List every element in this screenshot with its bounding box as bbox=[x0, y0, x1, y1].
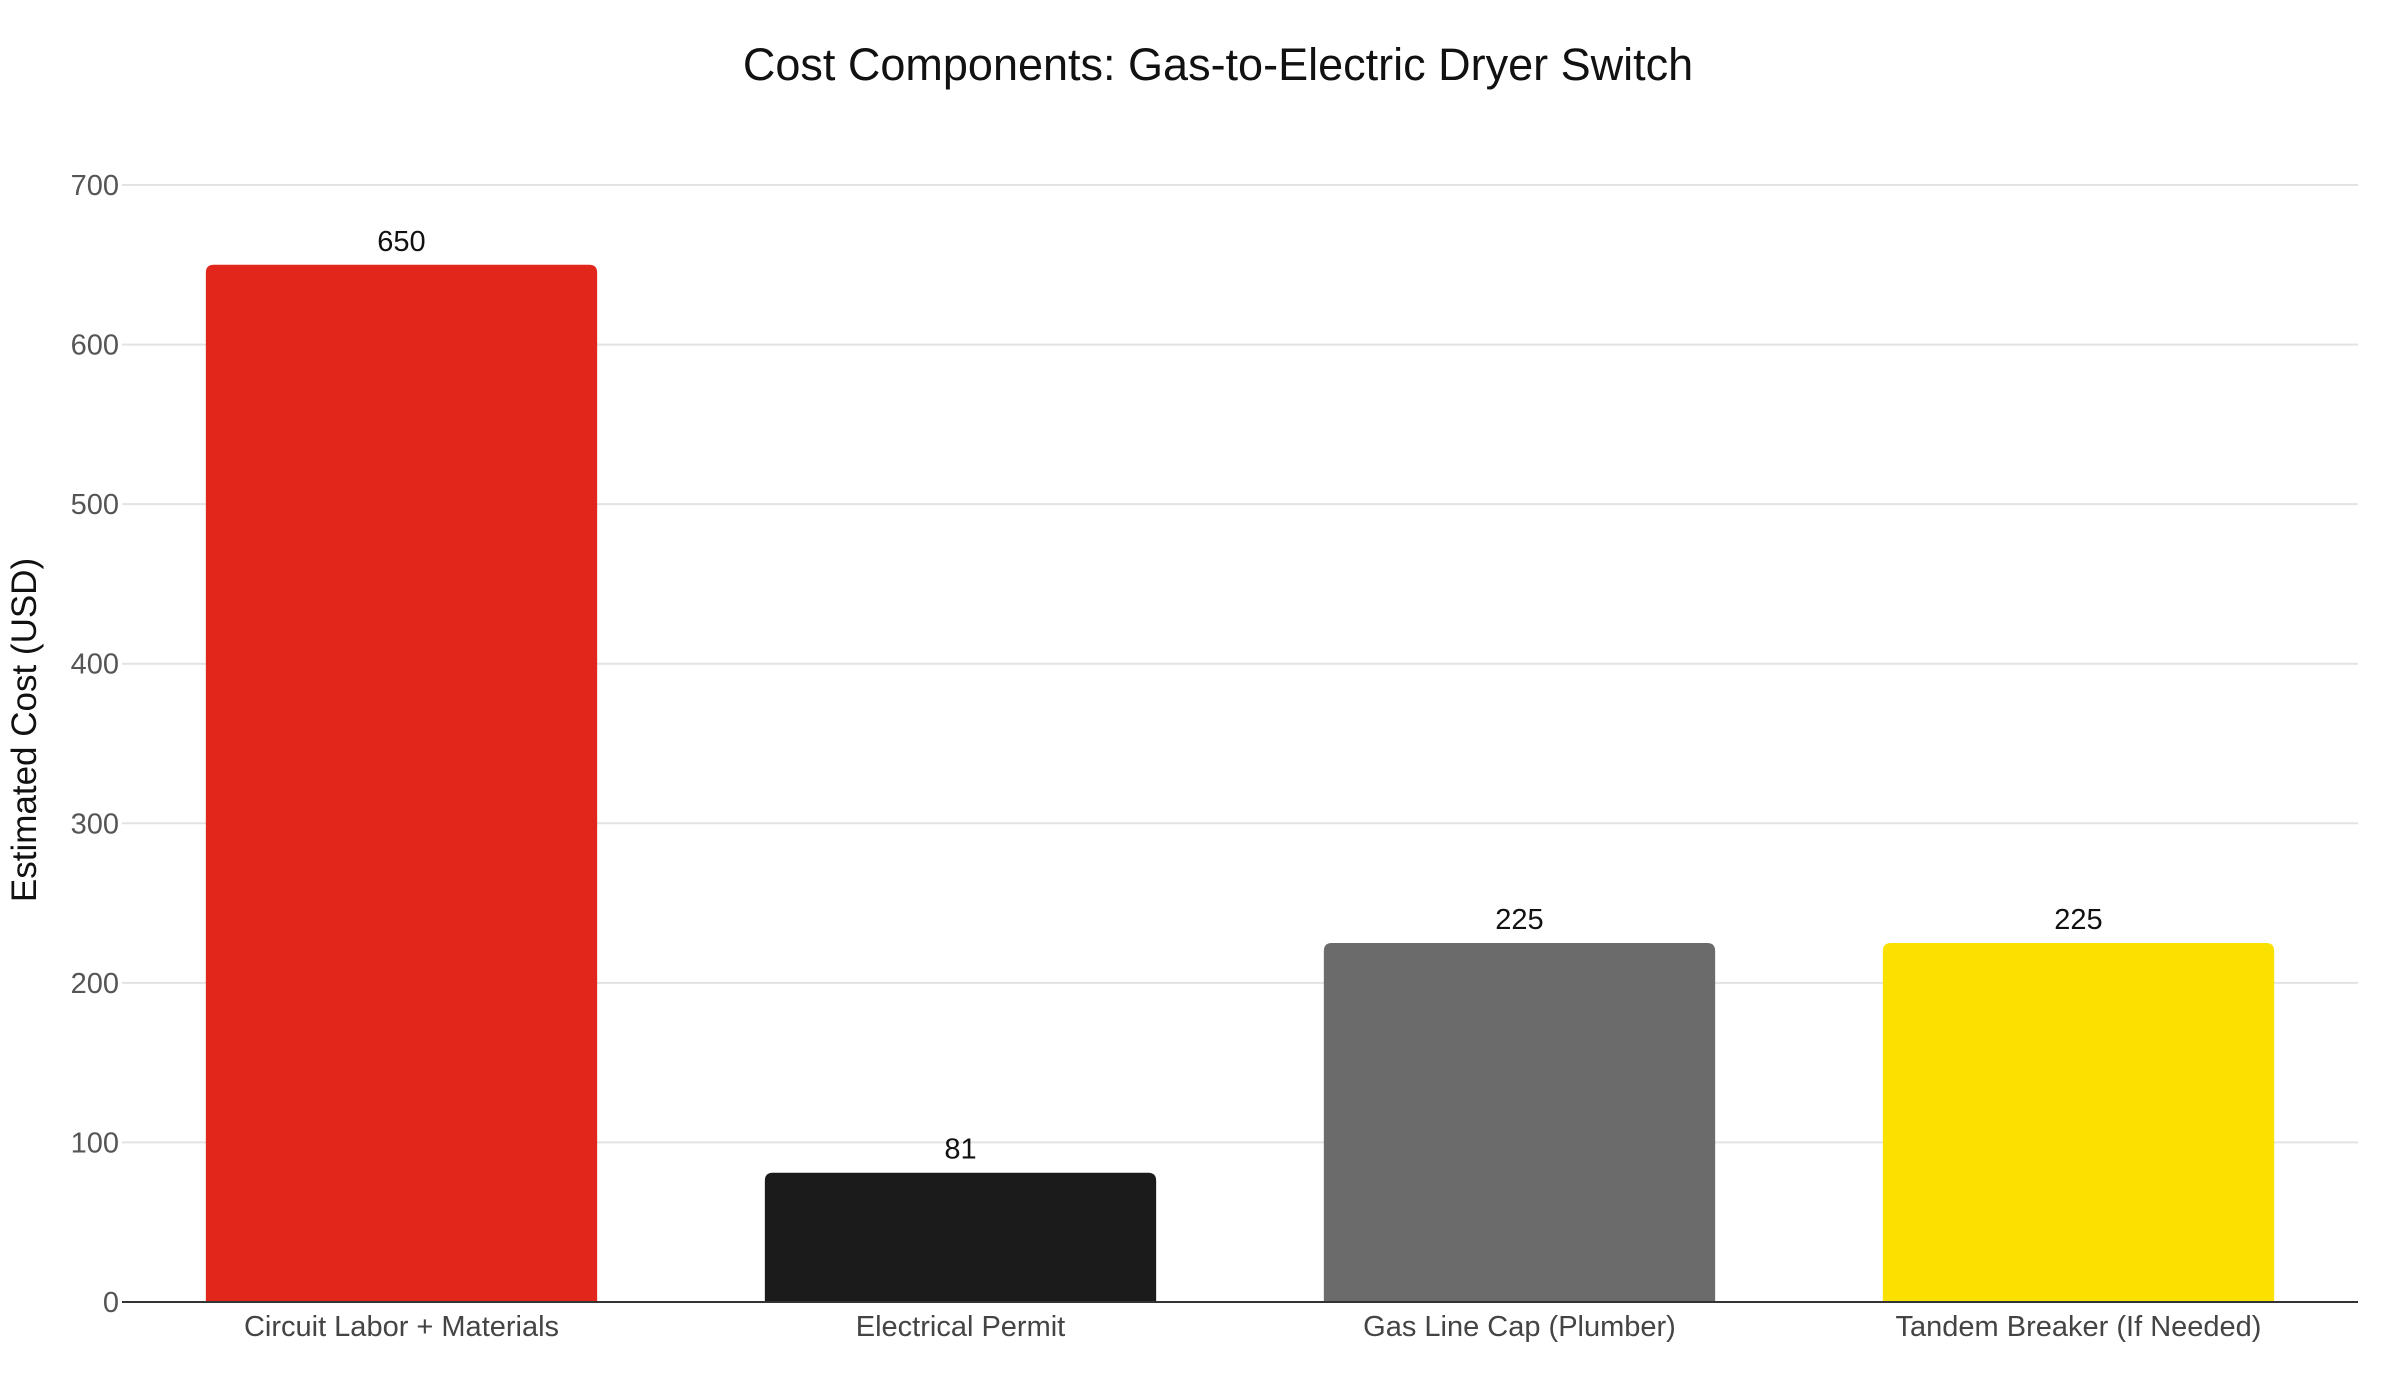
y-tick-label: 700 bbox=[71, 170, 119, 202]
y-axis-label: Estimated Cost (USD) bbox=[5, 558, 44, 902]
y-tick-label: 200 bbox=[71, 968, 119, 1000]
y-tick-label: 100 bbox=[71, 1127, 119, 1159]
y-tick-label: 0 bbox=[103, 1287, 119, 1319]
data-label: 650 bbox=[377, 226, 425, 258]
bar bbox=[1323, 942, 1716, 1302]
bar bbox=[764, 1172, 1157, 1302]
x-axis-ticks: Circuit Labor + Materials Electrical Perm… bbox=[244, 1311, 2262, 1343]
data-label: 225 bbox=[1495, 904, 1543, 936]
x-tick-label: Gas Line Cap (Plumber) bbox=[1363, 1311, 1676, 1343]
bar bbox=[1882, 942, 2275, 1302]
x-tick-label: Tandem Breaker (If Needed) bbox=[1896, 1311, 2262, 1343]
data-labels: 650 81 225 225 bbox=[377, 226, 2102, 1166]
data-label: 225 bbox=[2054, 904, 2102, 936]
y-axis-ticks: 0 100 200 300 400 500 600 700 bbox=[71, 170, 119, 1319]
x-tick-label: Electrical Permit bbox=[856, 1311, 1066, 1343]
chart-title: Cost Components: Gas-to-Electric Dryer S… bbox=[743, 39, 1693, 90]
y-tick-label: 500 bbox=[71, 489, 119, 521]
y-tick-label: 300 bbox=[71, 808, 119, 840]
y-tick-label: 600 bbox=[71, 330, 119, 362]
x-tick-label: Circuit Labor + Materials bbox=[244, 1311, 559, 1343]
bars bbox=[205, 264, 2275, 1303]
y-tick-label: 400 bbox=[71, 649, 119, 681]
bar bbox=[205, 264, 598, 1303]
data-label: 81 bbox=[944, 1134, 976, 1166]
